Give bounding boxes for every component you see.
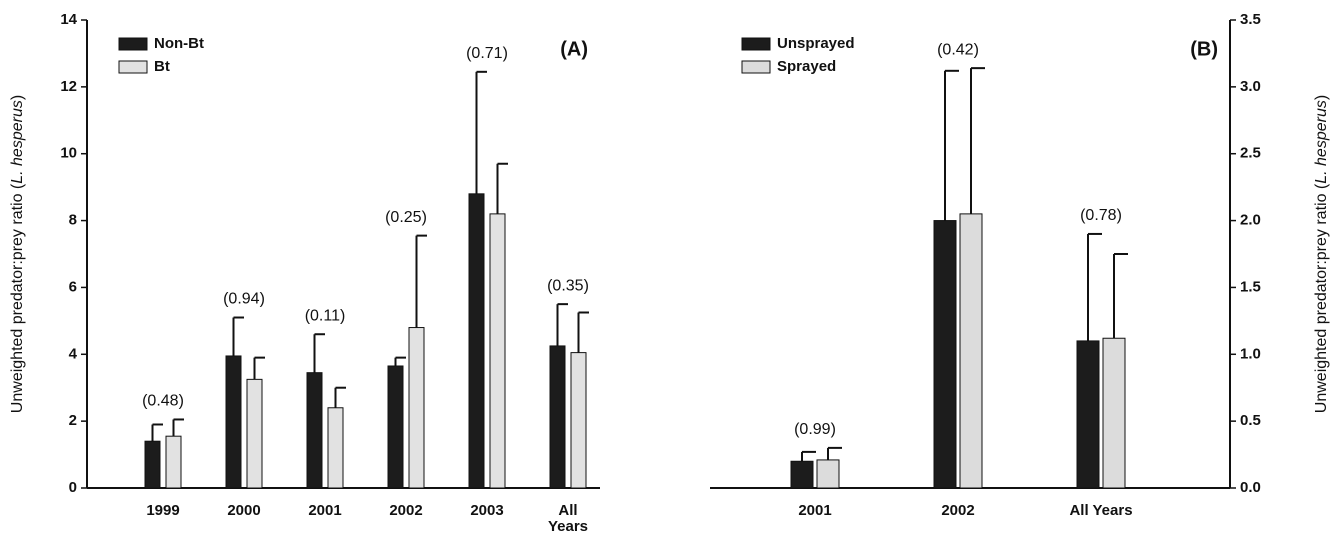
- x-tick-label: All Years: [548, 502, 588, 535]
- bar: [570, 352, 587, 489]
- y-axis-label-part: ): [9, 95, 26, 100]
- legend-label: Sprayed: [777, 58, 836, 75]
- x-tick-label: 2001: [308, 502, 341, 519]
- y-axis-label: Unweighted predator:prey ratio (L. hespe…: [1313, 95, 1330, 413]
- bar: [959, 213, 983, 489]
- y-tick-label: 8: [69, 212, 77, 229]
- y-tick-label: 0.0: [1240, 479, 1261, 496]
- bar: [225, 355, 242, 489]
- x-tick-label: 1999: [146, 502, 179, 519]
- annotation: (0.78): [1080, 207, 1122, 224]
- y-tick-label: 0.5: [1240, 412, 1261, 429]
- bar: [387, 365, 404, 489]
- bar: [468, 193, 485, 489]
- y-tick-label: 6: [69, 278, 77, 295]
- bar: [327, 407, 344, 489]
- annotation: (0.35): [547, 277, 589, 294]
- x-tick-label: 2001: [798, 502, 831, 519]
- x-tick-label: 2002: [389, 502, 422, 519]
- y-tick-label: 0: [69, 479, 77, 496]
- panel-label: (B): [1190, 38, 1218, 60]
- y-tick-label: 2.5: [1240, 145, 1261, 162]
- annotation: (0.11): [305, 307, 346, 324]
- bar: [489, 213, 506, 489]
- bar: [144, 440, 161, 489]
- bar: [165, 435, 182, 489]
- x-tick-label: 2002: [941, 502, 974, 519]
- bar: [1076, 340, 1100, 489]
- y-axis-label-part: L. hesperus: [1313, 100, 1330, 184]
- legend-label: Unsprayed: [777, 35, 855, 52]
- annotation: (0.99): [794, 421, 836, 438]
- bar: [549, 345, 566, 489]
- legend-swatch: [741, 37, 771, 51]
- y-axis-label-part: ): [1313, 95, 1330, 100]
- y-axis-label-part: L. hesperus: [9, 100, 26, 184]
- y-tick-label: 2.0: [1240, 212, 1261, 229]
- legend-swatch: [741, 60, 771, 74]
- x-tick-label: 2000: [227, 502, 260, 519]
- y-axis-label-part: Unweighted predator:prey ratio (: [9, 183, 26, 413]
- x-tick-label: 2003: [470, 502, 503, 519]
- legend-swatch: [118, 37, 148, 51]
- y-tick-label: 14: [60, 11, 77, 28]
- legend-label: Bt: [154, 58, 170, 75]
- y-tick-label: 1.5: [1240, 278, 1261, 295]
- y-tick-label: 3.0: [1240, 78, 1261, 95]
- annotation: (0.25): [385, 209, 427, 226]
- bar: [246, 378, 263, 489]
- bar: [933, 220, 957, 489]
- y-axis-label-part: Unweighted predator:prey ratio (: [1313, 183, 1330, 413]
- x-tick-label: All Years: [1069, 502, 1132, 519]
- bar: [408, 327, 425, 489]
- legend-swatch: [118, 60, 148, 74]
- y-tick-label: 10: [60, 145, 77, 162]
- annotation: (0.42): [937, 41, 979, 58]
- bar: [816, 459, 840, 489]
- y-tick-label: 2: [69, 412, 77, 429]
- bar: [1102, 337, 1126, 489]
- bar: [790, 460, 814, 489]
- y-axis-label: Unweighted predator:prey ratio (L. hespe…: [9, 95, 26, 413]
- panel-label: (A): [560, 38, 588, 60]
- y-tick-label: 1.0: [1240, 345, 1261, 362]
- annotation: (0.94): [223, 291, 265, 308]
- y-tick-label: 3.5: [1240, 11, 1261, 28]
- bar: [306, 372, 323, 489]
- y-tick-label: 12: [60, 78, 77, 95]
- annotation: (0.71): [466, 45, 508, 62]
- y-tick-label: 4: [69, 345, 78, 362]
- annotation: (0.48): [142, 393, 184, 410]
- legend-label: Non-Bt: [154, 35, 204, 52]
